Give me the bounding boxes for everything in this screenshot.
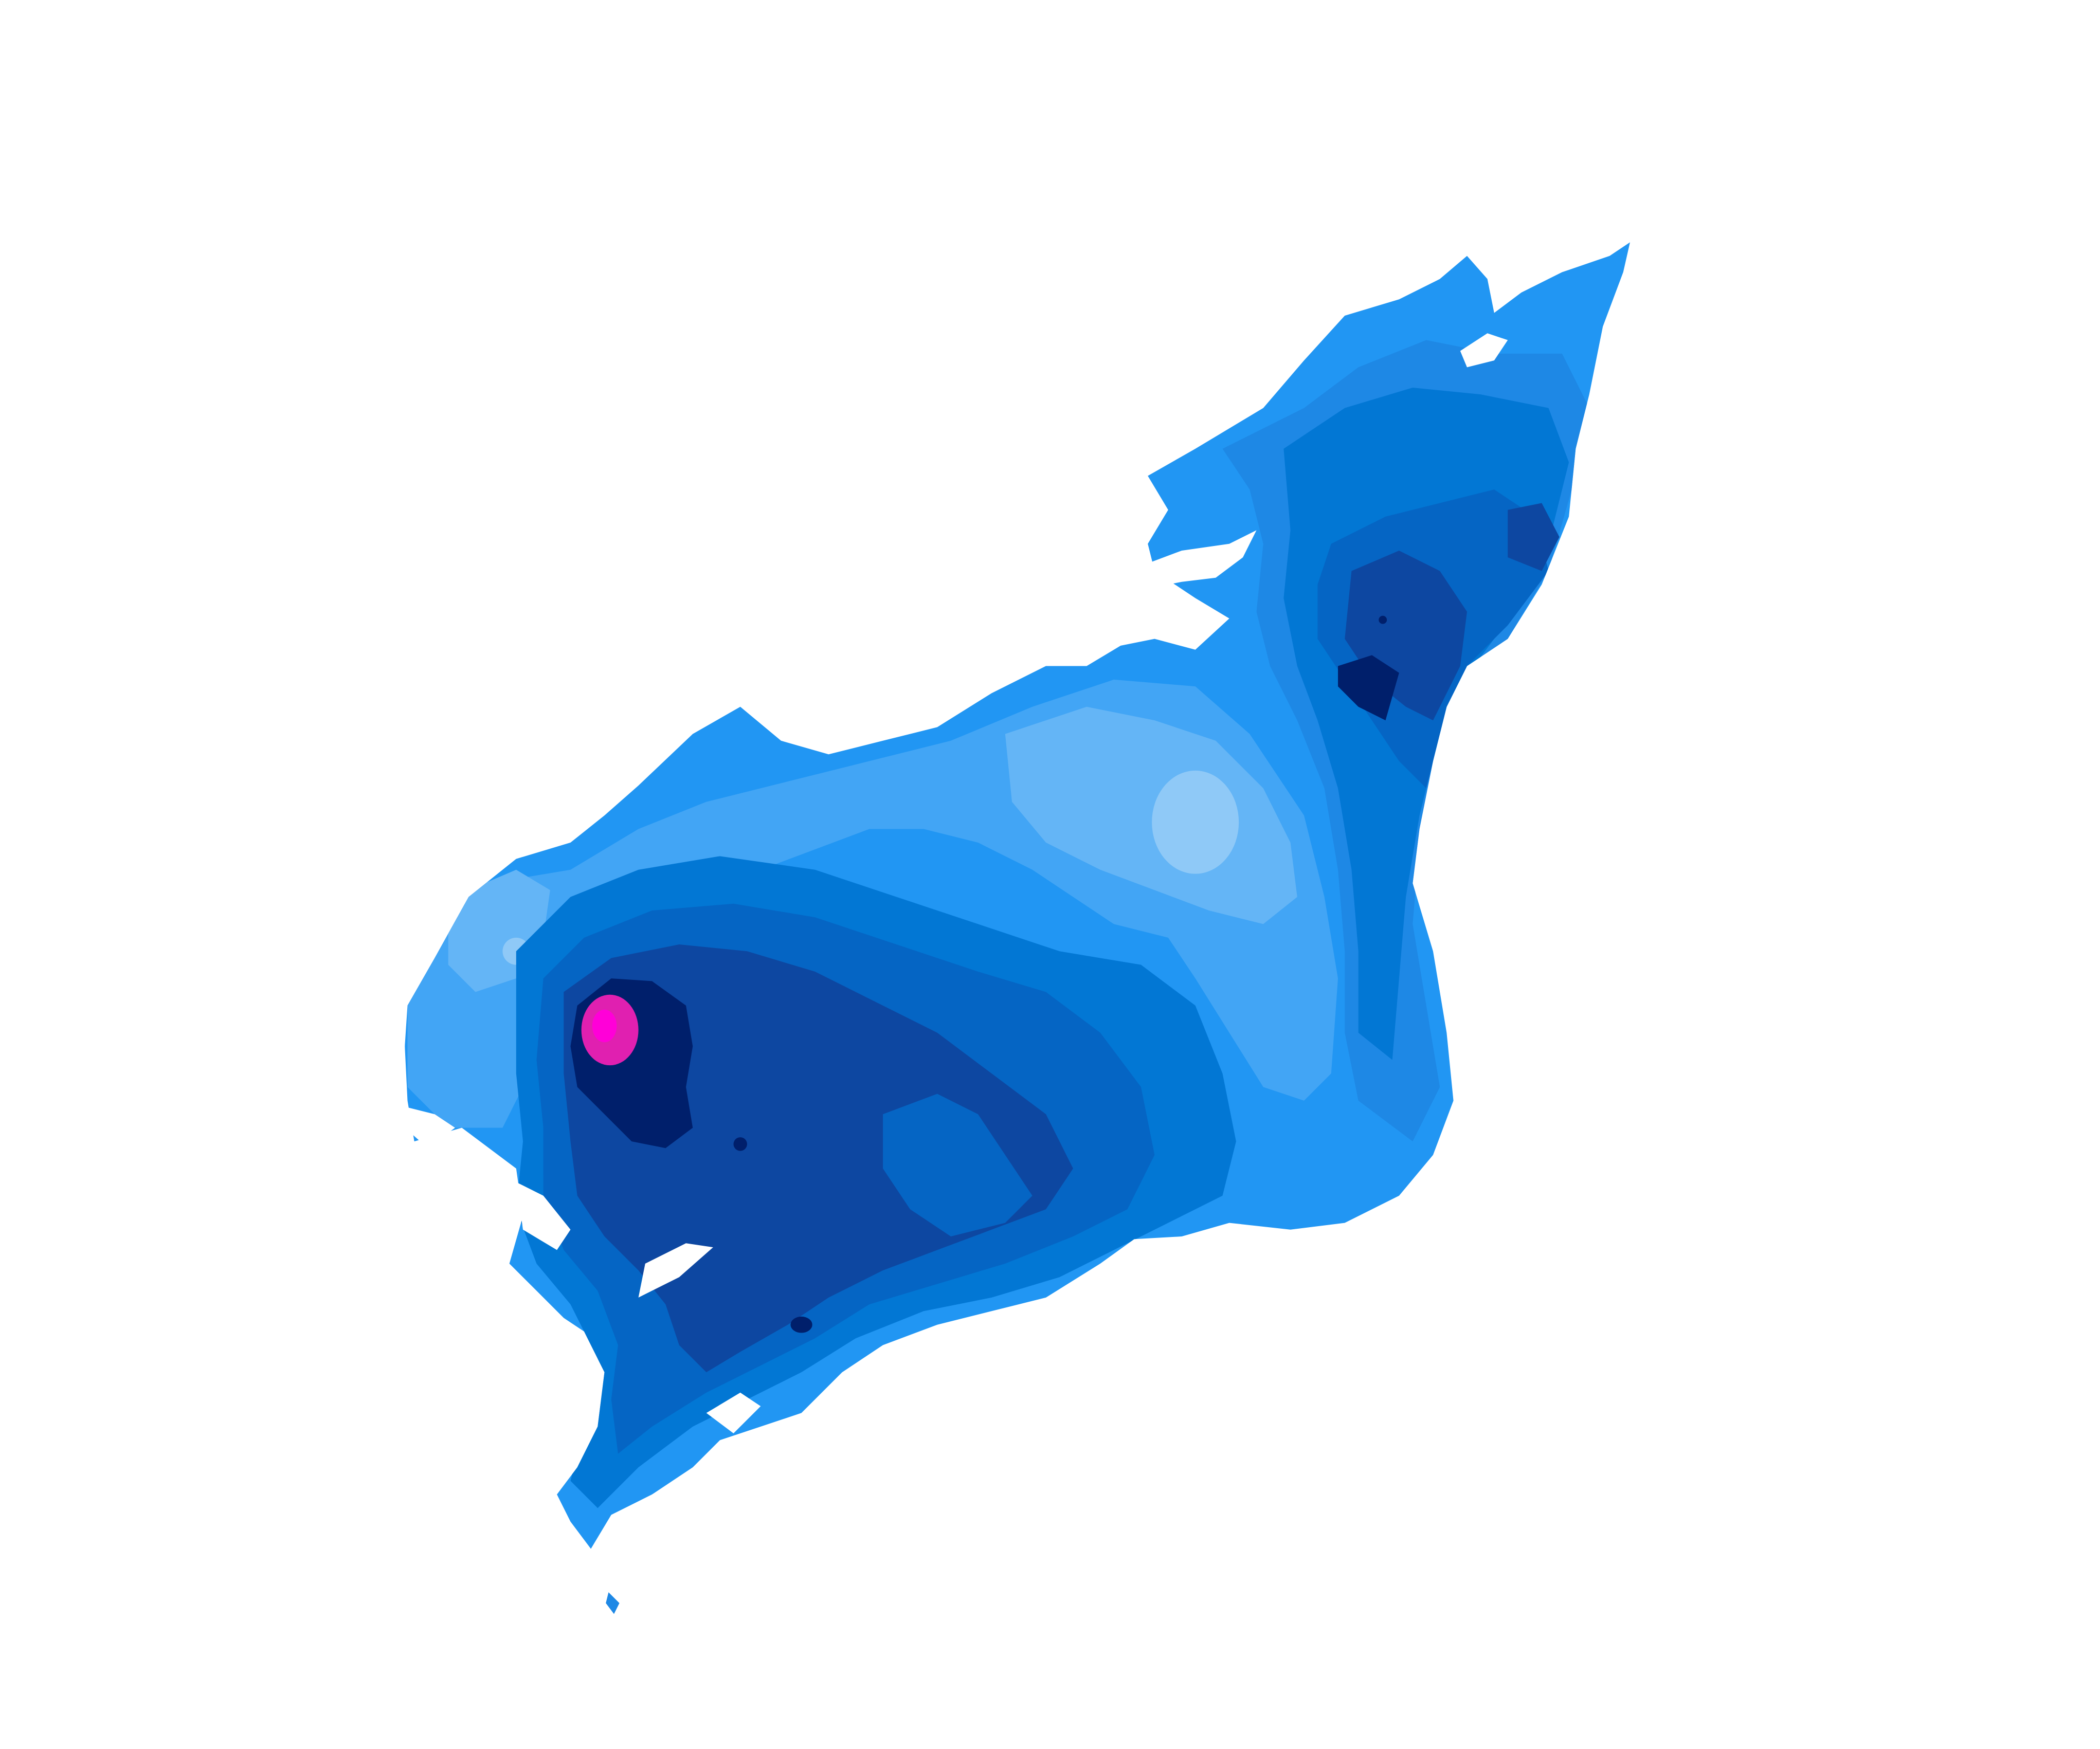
contour-band-ne-darkest: [1338, 655, 1399, 721]
contour-band-sw-inner-dark: [883, 1094, 1033, 1237]
contour-band-very-light: [1005, 706, 1297, 924]
coastal-inlets: [405, 333, 1508, 1614]
peak-inner: [592, 1009, 617, 1043]
contour-band-lightest: [1152, 770, 1239, 874]
contour-band-sw-darkest-dot: [733, 1137, 747, 1151]
contour-band-ne-darkest-dot: [1379, 615, 1387, 624]
contour-band-sw-darkest-small: [790, 1316, 812, 1333]
contour-band-ne-east-darker: [1508, 503, 1560, 571]
